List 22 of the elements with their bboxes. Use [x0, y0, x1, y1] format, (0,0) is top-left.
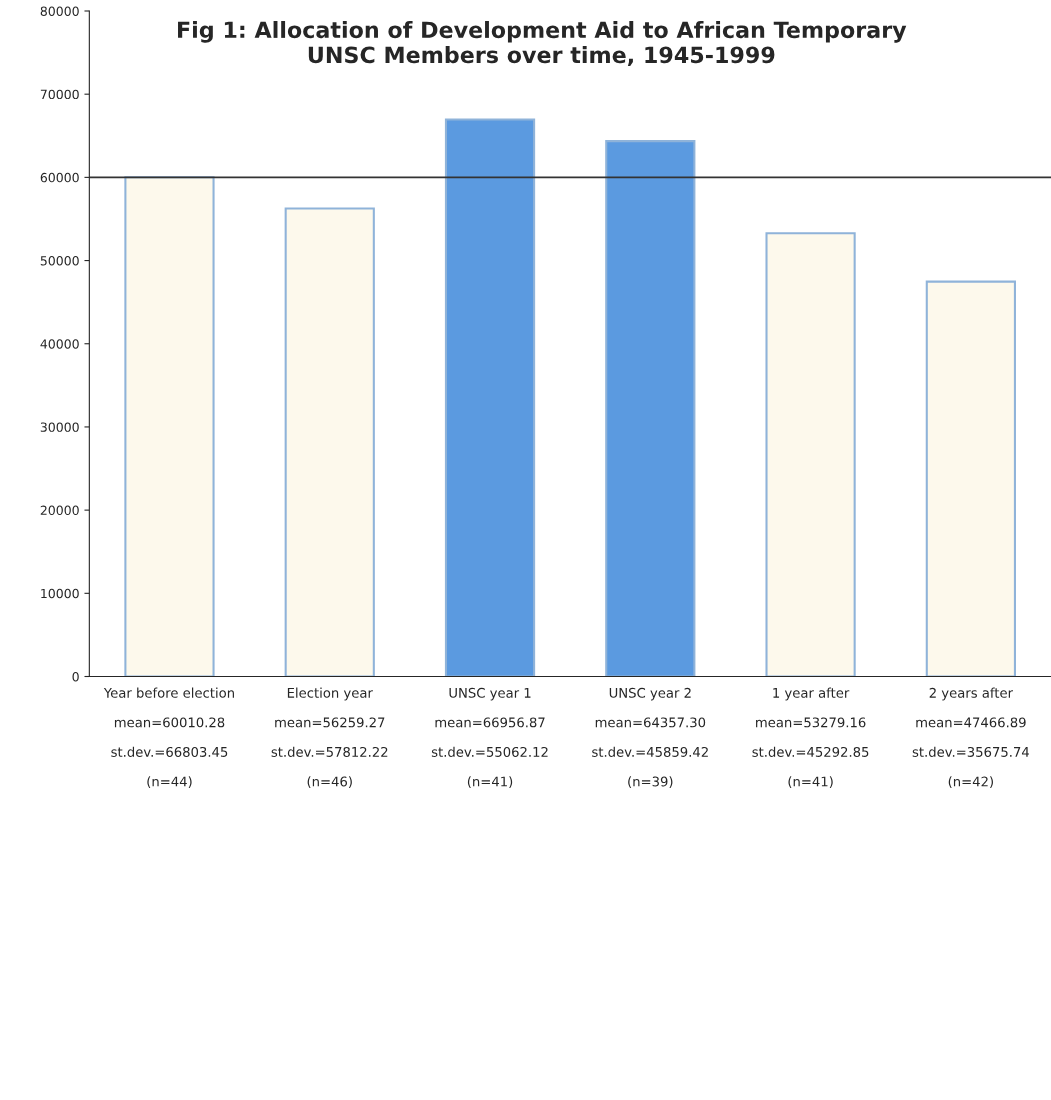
y-tick-label: 0 — [72, 671, 79, 682]
category-label: 1 year after mean=53279.16 st.dev.=45292.85 (n=41) — [752, 687, 869, 789]
y-tick-label: 20000 — [40, 505, 79, 516]
category-label: 2 years after mean=47466.89 st.dev.=35675.74 (n=42) — [912, 687, 1029, 789]
bar — [124, 176, 215, 677]
y-tick-label: 70000 — [40, 89, 79, 100]
y-tick-label: 60000 — [40, 172, 79, 183]
bar — [284, 207, 375, 677]
category-label: UNSC year 2 mean=64357.30 st.dev.=45859.42 (n=39) — [592, 687, 708, 789]
y-tick-label: 10000 — [41, 588, 79, 599]
category-label: UNSC year 1 mean=66956.87 st.dev.=55062.12 (n=41) — [431, 687, 548, 789]
category-label: Election year mean=56259.27 st.dev.=57812.22 (n=46) — [271, 687, 388, 789]
y-tick-label: 30000 — [40, 422, 79, 432]
y-tick-label: 80000 — [40, 6, 79, 16]
category-label: Year before election mean=60010.28 st.dev.=66803.45 (n=44) — [103, 687, 234, 789]
bar — [925, 280, 1016, 677]
y-tick-label: 50000 — [40, 256, 79, 266]
text: Fig 1: Allocation of Development Aid to African Temporary UNSC Members over time, 1945-1999 — [178, 20, 907, 67]
y-tick-label: 40000 — [40, 339, 79, 349]
bar — [765, 232, 856, 677]
bar — [605, 140, 696, 677]
bar — [444, 118, 536, 677]
